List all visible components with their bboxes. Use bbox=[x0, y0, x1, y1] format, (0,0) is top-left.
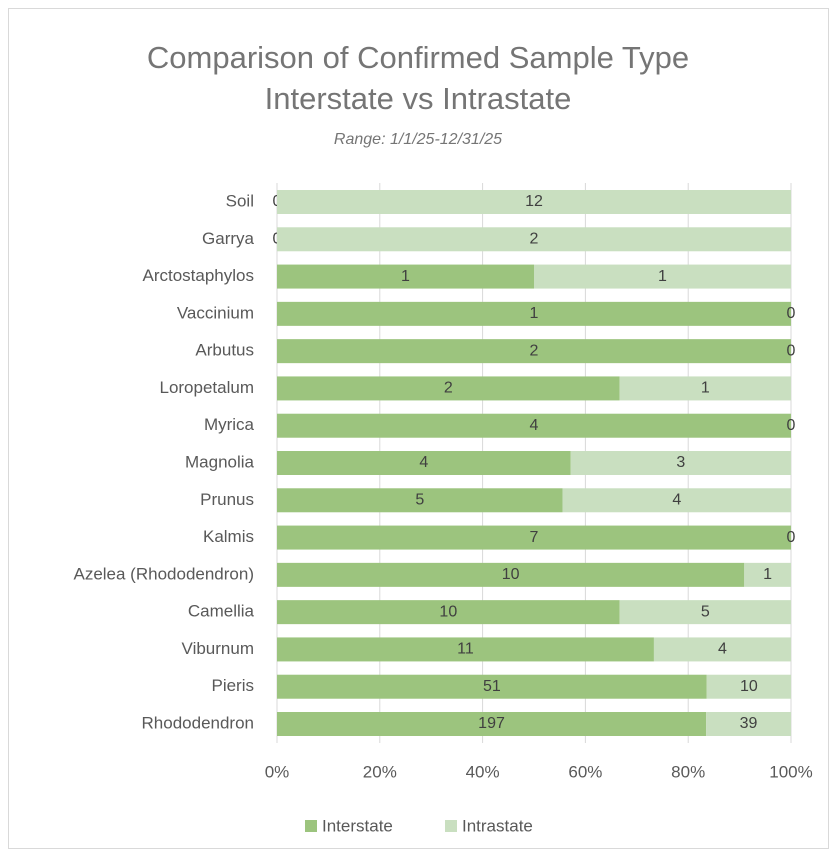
data-label: 1 bbox=[701, 380, 710, 397]
data-label: 2 bbox=[444, 380, 453, 397]
data-label: 11 bbox=[457, 641, 474, 658]
data-label: 3 bbox=[676, 454, 685, 471]
bar-segment bbox=[562, 488, 791, 513]
x-tick-label: 40% bbox=[466, 762, 500, 781]
y-tick-label: Myrica bbox=[204, 415, 255, 434]
bar-segment bbox=[277, 712, 707, 736]
bar-segment bbox=[277, 376, 620, 401]
y-tick-label: Prunus bbox=[200, 490, 254, 509]
y-tick-label: Soil bbox=[226, 191, 254, 210]
bar-segment bbox=[277, 451, 571, 475]
bar-segment bbox=[744, 562, 791, 587]
bar-segment bbox=[570, 451, 791, 475]
data-label: 4 bbox=[718, 641, 727, 658]
y-tick-label: Vaccinium bbox=[177, 303, 254, 322]
y-tick-label: Arctostaphylos bbox=[143, 266, 255, 285]
data-label: 0 bbox=[787, 529, 796, 546]
data-label: 10 bbox=[439, 603, 457, 620]
data-label: 1 bbox=[530, 305, 539, 322]
data-label: 0 bbox=[787, 342, 796, 359]
bar-segment bbox=[277, 525, 791, 550]
bar-segment bbox=[706, 712, 791, 736]
data-label: 4 bbox=[672, 492, 681, 509]
data-label: 4 bbox=[419, 454, 428, 471]
chart-subtitle: Range: 1/1/25-12/31/25 bbox=[334, 131, 502, 148]
bar-segment bbox=[277, 190, 791, 214]
bar-segment bbox=[277, 562, 745, 587]
bar-segment bbox=[277, 264, 534, 289]
data-label: 12 bbox=[525, 193, 543, 210]
y-tick-label: Garrya bbox=[202, 229, 255, 248]
data-label: 7 bbox=[530, 529, 539, 546]
data-label: 51 bbox=[483, 678, 501, 695]
y-tick-label: Azelea (Rhododendron) bbox=[73, 564, 254, 583]
data-label: 1 bbox=[763, 566, 772, 583]
bar-segment bbox=[277, 301, 791, 326]
y-tick-label: Camellia bbox=[188, 602, 255, 621]
y-tick-label: Loropetalum bbox=[159, 378, 254, 397]
data-label: 1 bbox=[658, 268, 667, 285]
data-label: 0 bbox=[787, 305, 796, 322]
bar-segment bbox=[706, 674, 791, 699]
bar-segment bbox=[277, 413, 791, 438]
bar-segment bbox=[277, 227, 791, 252]
data-label: 2 bbox=[530, 342, 539, 359]
bar-segment bbox=[277, 488, 563, 513]
data-label: 0 bbox=[787, 417, 796, 434]
legend-swatch bbox=[445, 820, 457, 832]
chart-title: Comparison of Confirmed Sample Type bbox=[147, 40, 689, 75]
bar-segment bbox=[277, 674, 707, 699]
bar-segment bbox=[619, 600, 791, 625]
x-tick-label: 80% bbox=[671, 762, 705, 781]
data-label: 2 bbox=[530, 231, 539, 248]
bar-segment bbox=[277, 600, 620, 625]
data-label: 197 bbox=[478, 715, 505, 732]
data-label: 39 bbox=[740, 715, 758, 732]
x-tick-label: 0% bbox=[265, 762, 290, 781]
legend-label: Interstate bbox=[322, 816, 393, 835]
chart-title: Interstate vs Intrastate bbox=[265, 81, 572, 116]
x-tick-label: 20% bbox=[363, 762, 397, 781]
legend-swatch bbox=[305, 820, 317, 832]
y-tick-label: Pieris bbox=[211, 676, 254, 695]
y-tick-label: Kalmis bbox=[203, 527, 254, 546]
x-tick-label: 100% bbox=[769, 762, 812, 781]
data-label: 5 bbox=[415, 492, 424, 509]
y-tick-label: Viburnum bbox=[182, 639, 254, 658]
data-label: 5 bbox=[701, 603, 710, 620]
data-label: 4 bbox=[530, 417, 539, 434]
legend-label: Intrastate bbox=[462, 816, 533, 835]
y-tick-label: Rhododendron bbox=[142, 713, 254, 732]
data-label: 10 bbox=[502, 566, 520, 583]
bar-segment bbox=[277, 339, 791, 364]
y-tick-label: Magnolia bbox=[185, 452, 255, 471]
x-tick-label: 60% bbox=[568, 762, 602, 781]
data-label: 10 bbox=[740, 678, 758, 695]
bar-segment bbox=[534, 264, 791, 289]
bar-segment bbox=[277, 637, 654, 662]
y-tick-label: Arbutus bbox=[195, 341, 254, 360]
data-label: 1 bbox=[401, 268, 410, 285]
bar-segment bbox=[619, 376, 791, 401]
bar-segment bbox=[653, 637, 791, 662]
